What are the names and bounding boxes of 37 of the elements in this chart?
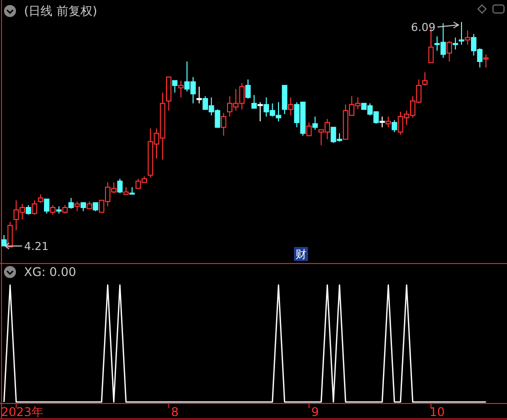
candlestick [117,178,123,194]
annotation: 4.21 [24,240,49,253]
candlestick [178,80,184,98]
candlestick [422,72,428,86]
candlestick [392,120,398,133]
candlestick [68,197,74,210]
annotation: 6.09 [411,21,436,34]
candlestick [306,122,312,136]
candlestick [74,201,80,212]
x-tick-label: 10 [429,405,445,419]
candlestick [452,37,458,50]
candlestick [312,116,318,130]
chart-title: XG: 0.00 [24,265,76,279]
candlestick [288,96,294,116]
candlestick [44,198,50,214]
candlestick [282,84,288,115]
candlestick [26,204,32,216]
candlestick [380,116,385,128]
text: 财 [296,248,306,261]
candlestick [386,116,391,128]
candlestick [245,78,251,100]
candlestick [220,112,226,136]
x-tick-label: 9 [311,405,319,419]
chart-title: (日线 前复权) [24,4,98,18]
candlestick [251,94,257,109]
candlestick [166,76,172,112]
candlestick [458,22,464,46]
candlestick [464,30,470,46]
candlestick [258,102,263,122]
candlestick [446,40,452,62]
candlestick [50,204,56,216]
candlestick [483,54,489,68]
x-tick-label: 8 [170,405,179,419]
candlestick [7,221,13,248]
candlestick [32,200,38,216]
candlestick [196,86,202,104]
candlestick [172,80,178,94]
